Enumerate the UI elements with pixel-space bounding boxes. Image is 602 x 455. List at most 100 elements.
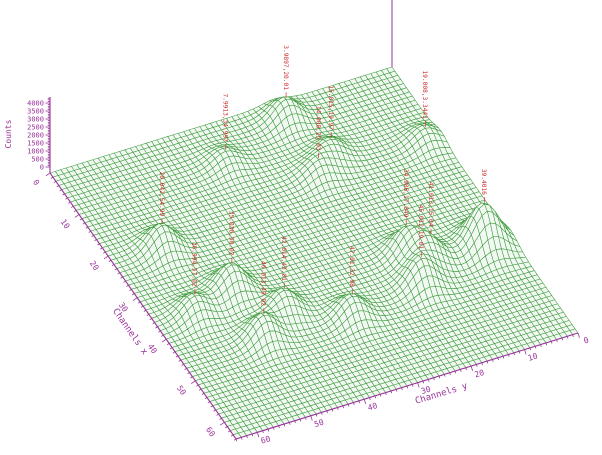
x-axis-tick — [129, 289, 132, 292]
x-axis-tick — [220, 422, 225, 426]
x-axis-line — [49, 172, 237, 440]
x-axis-tick — [169, 347, 173, 350]
x-axis-tick — [146, 313, 150, 316]
x-axis-tick — [155, 326, 158, 329]
x-axis-tick — [82, 222, 86, 225]
peak-position-label: 35.036,50.02 — [228, 211, 235, 256]
y-tick-label: 50 — [313, 418, 325, 429]
peak-annotations: 3.9897,20.01 15.015,19.97 14.008,25.03 19.0… — [158, 45, 487, 314]
z-axis-title: Counts — [4, 119, 13, 148]
y-tick-label: 20 — [473, 368, 485, 379]
x-axis-tick — [100, 247, 103, 250]
x-axis-tick — [152, 322, 155, 325]
peak-position-label: 19.008,3.3441 — [421, 70, 428, 119]
x-axis-tick — [117, 272, 120, 275]
x-axis-tick — [166, 343, 170, 346]
z-tick-label: 500 — [31, 156, 44, 164]
peak-position-label: 42.014,43.01 — [280, 236, 287, 281]
wireframe-mesh — [49, 66, 579, 440]
peak-position-label: 20.042,54.99 — [158, 172, 165, 217]
y-tick-label: 60 — [260, 434, 272, 445]
z-tick-label: 0 — [40, 164, 44, 172]
x-axis-tick — [88, 230, 91, 233]
x-axis-tick — [187, 372, 190, 375]
x-axis-tick — [111, 264, 115, 267]
x-axis-tick — [45, 172, 51, 177]
y-tick-label: 10 — [527, 351, 539, 362]
x-axis-tick — [71, 205, 74, 208]
y-tick-label: 30 — [420, 385, 432, 396]
z-tick-label: 4000 — [27, 100, 44, 108]
x-axis-tick — [175, 355, 179, 358]
x-axis-tick — [181, 363, 184, 366]
peak-position-label: 47.01,32.98 — [348, 246, 355, 287]
x-axis-tick — [225, 426, 228, 429]
x-axis-tick — [50, 176, 54, 179]
x-axis-tick — [204, 397, 208, 400]
x-axis-tick — [79, 218, 83, 221]
x-axis-tick — [103, 251, 106, 254]
z-tick-label: 3000 — [27, 116, 44, 124]
peak-position-label: 7.9913,34.997 — [222, 93, 229, 142]
peak-position-label: 45.012,19.01 — [417, 205, 424, 250]
x-axis-tick — [190, 380, 196, 384]
peak-position-label: 34.986,17.049 — [402, 169, 409, 218]
x-axis-tick — [132, 297, 138, 301]
x-axis-tick — [56, 185, 59, 188]
x-tick-label: 0 — [31, 178, 41, 187]
x-axis-tick — [140, 305, 144, 308]
x-axis-tick — [74, 214, 80, 218]
x-axis-tick — [126, 284, 129, 287]
y-axis-tick — [524, 349, 527, 355]
x-axis-tick — [230, 434, 234, 437]
x-axis-tick — [120, 276, 123, 279]
x-axis-tick — [132, 293, 135, 296]
x-axis-tick — [65, 197, 68, 200]
x-axis-tick — [184, 367, 187, 371]
peak-position-label: 36.994,57.02 — [191, 242, 198, 287]
x-axis-tick — [62, 193, 65, 196]
x-axis-tick — [97, 243, 100, 246]
y-axis-tick — [577, 332, 580, 338]
peak-position-label: 14.008,25.03 — [314, 106, 321, 151]
y-axis-tick — [417, 382, 420, 388]
x-tick-label: 10 — [59, 218, 72, 231]
peak-position-label: 39.4016 — [480, 169, 487, 195]
x-axis-tick — [85, 226, 88, 229]
x-axis-tick — [68, 201, 71, 204]
peak-position-label: 15.015,19.97 — [327, 85, 334, 130]
z-tick-label: 3500 — [27, 108, 44, 116]
peak-position-label: 46.013,49.02 — [260, 261, 267, 306]
x-axis-tick — [201, 392, 205, 395]
x-axis-tick — [149, 318, 152, 321]
x-axis-tick — [91, 234, 94, 238]
z-tick-label: 1000 — [27, 148, 44, 156]
x-tick-label: 50 — [175, 384, 188, 397]
x-axis-tick — [158, 330, 161, 333]
x-axis-tick — [137, 301, 141, 304]
x-axis-tick — [207, 401, 211, 404]
y-axis-tick — [363, 399, 367, 405]
x-axis-tick — [210, 405, 213, 408]
x-axis-tick — [103, 255, 109, 260]
y-tick-label: 40 — [367, 401, 379, 412]
y-axis-title: Channels y — [414, 381, 469, 407]
x-axis-tick — [216, 413, 219, 416]
y-axis-tick — [310, 415, 313, 421]
y-tick-label: 0 — [583, 336, 590, 346]
x-tick-label: 20 — [88, 259, 101, 272]
x-axis-tick — [114, 268, 118, 271]
y-axis-tick — [256, 432, 260, 438]
z-tick-label: 2500 — [27, 124, 44, 132]
z-tick-label: 1500 — [27, 140, 44, 148]
x-tick-label: 60 — [204, 425, 217, 438]
x-axis-tick — [198, 388, 202, 391]
x-axis-tick — [123, 280, 126, 283]
y-axis-tick — [470, 365, 473, 371]
peak-position-label: 3.9897,20.01 — [282, 45, 289, 90]
x-axis-tick — [59, 189, 62, 192]
x-axis-tick — [219, 417, 222, 420]
x-axis-title: Channels x — [110, 307, 150, 358]
